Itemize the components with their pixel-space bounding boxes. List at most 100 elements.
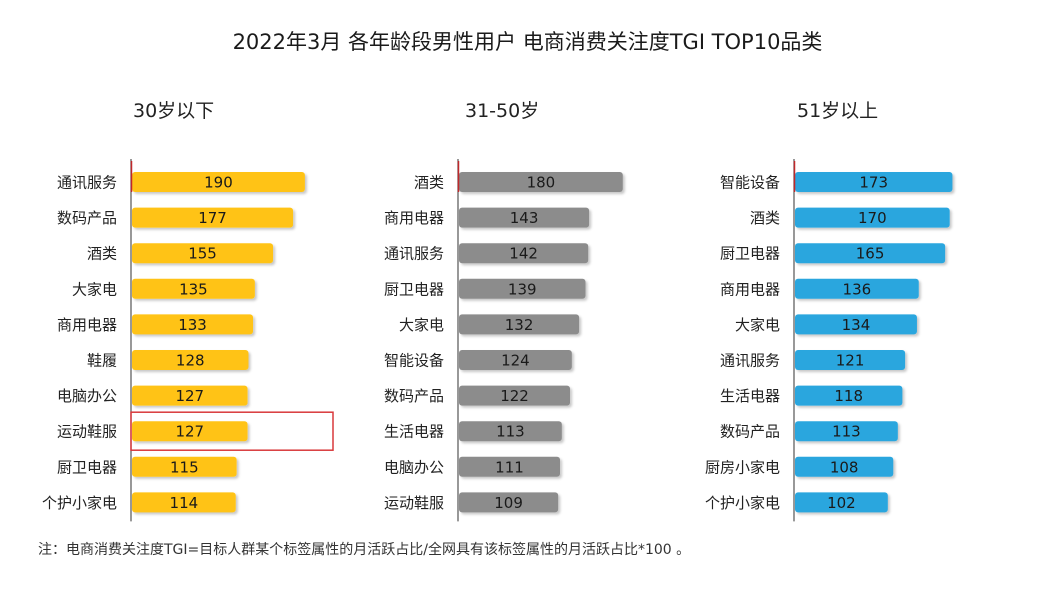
category-label: 生活电器: [384, 423, 444, 441]
bar: [795, 278, 919, 299]
bar: [132, 350, 249, 370]
value-label: 127: [175, 387, 204, 405]
bar: [795, 492, 888, 513]
category-label: 个护小家电: [705, 494, 780, 512]
category-label: 厨卫电器: [57, 458, 117, 476]
bar: [132, 385, 248, 406]
highlight-box: [130, 411, 334, 451]
bar: [795, 207, 950, 228]
bar: [459, 314, 580, 335]
category-label: 数码产品: [720, 423, 780, 441]
bar: [459, 492, 559, 513]
bar: [795, 172, 953, 192]
bar: [132, 492, 236, 513]
bar: [132, 172, 305, 192]
value-label: 115: [170, 458, 199, 476]
value-label: 180: [527, 174, 556, 192]
category-label: 厨卫电器: [720, 245, 780, 263]
value-label: 136: [843, 280, 872, 298]
category-label: 酒类: [414, 174, 444, 192]
category-label: 智能设备: [384, 352, 444, 370]
value-label: 128: [176, 352, 205, 370]
value-label: 122: [500, 387, 529, 405]
value-label: 142: [509, 245, 538, 263]
bar: [459, 421, 562, 442]
value-label: 132: [505, 316, 534, 334]
category-label: 生活电器: [720, 387, 780, 405]
value-label: 190: [204, 174, 233, 192]
category-label: 酒类: [87, 245, 117, 263]
bar: [795, 421, 898, 442]
category-label: 运动鞋服: [57, 423, 117, 441]
value-label: 108: [830, 458, 859, 476]
value-label: 177: [198, 209, 227, 227]
bar: [795, 350, 906, 370]
bar: [132, 456, 237, 477]
footnote: 注：电商消费关注度TGI=目标人群某个标签属性的月活跃占比/全网具有该标签属性的…: [38, 542, 691, 558]
bar: [795, 314, 917, 335]
value-label: 143: [510, 209, 539, 227]
category-label: 通讯服务: [57, 174, 117, 192]
value-label: 113: [496, 423, 525, 441]
bar: [459, 456, 561, 477]
bar: [459, 243, 589, 264]
bar: [795, 385, 903, 406]
value-label: 127: [175, 423, 204, 441]
category-label: 鞋履: [87, 352, 117, 370]
category-label: 大家电: [399, 316, 444, 334]
chart-title: 2022年3月 各年龄段男性用户 电商消费关注度TGI TOP10品类: [232, 30, 823, 54]
value-label: 139: [508, 280, 537, 298]
bar: [132, 421, 248, 442]
category-label: 通讯服务: [384, 245, 444, 263]
bar: [795, 456, 894, 477]
category-label: 通讯服务: [720, 352, 780, 370]
value-label: 170: [858, 209, 887, 227]
category-label: 酒类: [750, 209, 780, 227]
category-label: 厨卫电器: [384, 280, 444, 298]
category-label: 厨房小家电: [705, 458, 780, 476]
panel-subtitle: 51岁以上: [797, 100, 878, 122]
category-label: 商用电器: [384, 209, 444, 227]
category-label: 运动鞋服: [384, 494, 444, 512]
bar: [459, 350, 572, 370]
category-label: 大家电: [72, 280, 117, 298]
value-label: 165: [856, 245, 885, 263]
category-label: 商用电器: [57, 316, 117, 334]
category-label: 商用电器: [720, 280, 780, 298]
bar: [132, 207, 294, 228]
panel-subtitle: 31-50岁: [465, 100, 539, 122]
value-label: 111: [495, 458, 524, 476]
value-label: 102: [827, 494, 856, 512]
bar: [459, 172, 623, 192]
bar: [459, 278, 586, 299]
category-label: 数码产品: [57, 209, 117, 227]
value-label: 134: [842, 316, 871, 334]
category-label: 电脑办公: [384, 458, 444, 476]
value-label: 113: [832, 423, 861, 441]
bar: [459, 385, 571, 406]
value-label: 133: [178, 316, 207, 334]
category-label: 大家电: [735, 316, 780, 334]
value-label: 118: [834, 387, 863, 405]
bar: [132, 278, 255, 299]
bar: [795, 243, 946, 264]
value-label: 124: [501, 352, 530, 370]
category-label: 个护小家电: [42, 494, 117, 512]
category-label: 智能设备: [720, 174, 780, 192]
value-label: 114: [170, 494, 199, 512]
value-label: 173: [859, 174, 888, 192]
category-label: 数码产品: [384, 387, 444, 405]
value-label: 109: [494, 494, 523, 512]
bar: [132, 314, 254, 335]
value-label: 135: [179, 280, 208, 298]
panel-subtitle: 30岁以下: [133, 100, 214, 122]
value-label: 155: [188, 245, 217, 263]
category-label: 电脑办公: [57, 387, 117, 405]
value-label: 121: [836, 352, 865, 370]
bar: [132, 243, 274, 264]
bar: [459, 207, 590, 228]
